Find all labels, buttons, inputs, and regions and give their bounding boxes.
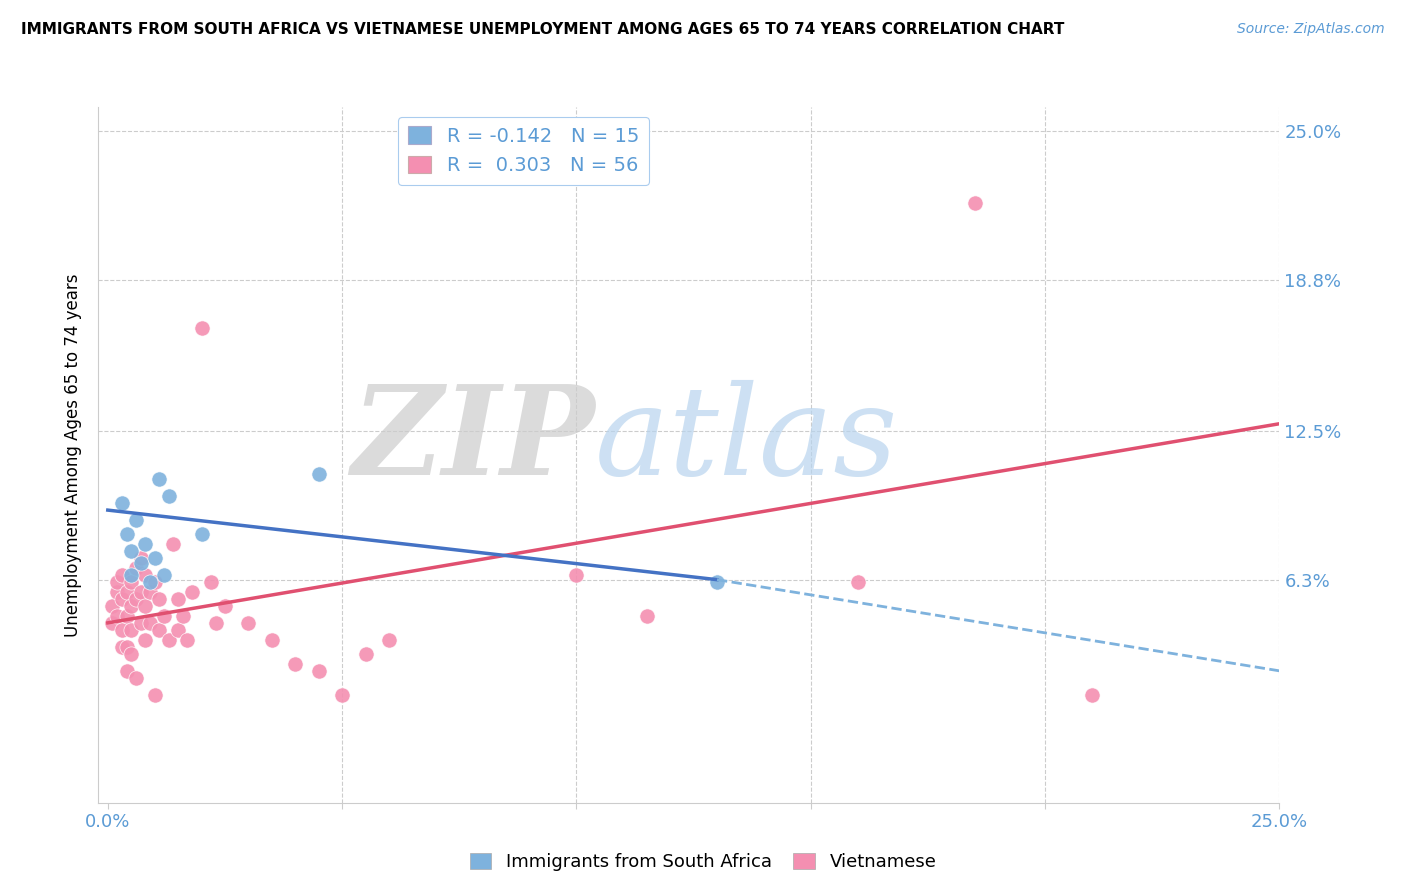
Point [134,567,156,582]
Point [139,575,162,590]
Point [706,575,728,590]
Point [354,647,377,661]
Point [846,575,869,590]
Point [111,623,134,637]
Point [129,615,152,630]
Point [157,632,180,647]
Point [963,196,986,211]
Point [120,599,142,613]
Point [134,599,156,613]
Point [129,551,152,566]
Point [153,608,176,623]
Point [120,567,142,582]
Point [111,496,134,510]
Point [200,575,222,590]
Point [143,575,166,590]
Point [111,567,134,582]
Point [260,632,283,647]
Point [129,556,152,570]
Point [330,688,353,702]
Y-axis label: Unemployment Among Ages 65 to 74 years: Unemployment Among Ages 65 to 74 years [65,273,83,637]
Point [129,584,152,599]
Point [139,584,162,599]
Point [162,537,184,551]
Point [190,320,212,334]
Point [143,551,166,566]
Point [181,584,204,599]
Point [105,584,128,599]
Point [125,591,148,606]
Point [120,647,142,661]
Point [565,567,588,582]
Point [157,489,180,503]
Point [105,575,128,590]
Point [153,567,176,582]
Point [134,632,156,647]
Point [172,608,194,623]
Point [176,632,198,647]
Point [125,560,148,574]
Point [115,608,138,623]
Point [101,599,124,613]
Point [120,623,142,637]
Point [115,584,138,599]
Point [636,608,658,623]
Point [111,591,134,606]
Point [115,640,138,654]
Point [238,615,260,630]
Point [143,688,166,702]
Point [167,591,190,606]
Point [167,623,190,637]
Point [378,632,401,647]
Point [120,544,142,558]
Point [115,664,138,678]
Point [204,615,226,630]
Point [125,671,148,685]
Point [120,575,142,590]
Point [148,591,170,606]
Point [134,537,156,551]
Point [148,472,170,486]
Point [101,615,124,630]
Point [125,513,148,527]
Legend: R = -0.142   N = 15, R =  0.303   N = 56: R = -0.142 N = 15, R = 0.303 N = 56 [398,117,650,185]
Point [105,608,128,623]
Point [148,623,170,637]
Text: ZIP: ZIP [350,380,595,502]
Point [1081,688,1104,702]
Text: atlas: atlas [595,380,898,502]
Point [139,615,162,630]
Point [111,640,134,654]
Point [284,657,307,671]
Legend: Immigrants from South Africa, Vietnamese: Immigrants from South Africa, Vietnamese [463,846,943,879]
Point [214,599,236,613]
Point [190,527,212,541]
Text: Source: ZipAtlas.com: Source: ZipAtlas.com [1237,22,1385,37]
Point [308,664,330,678]
Text: IMMIGRANTS FROM SOUTH AFRICA VS VIETNAMESE UNEMPLOYMENT AMONG AGES 65 TO 74 YEAR: IMMIGRANTS FROM SOUTH AFRICA VS VIETNAME… [21,22,1064,37]
Point [115,527,138,541]
Point [308,467,330,482]
